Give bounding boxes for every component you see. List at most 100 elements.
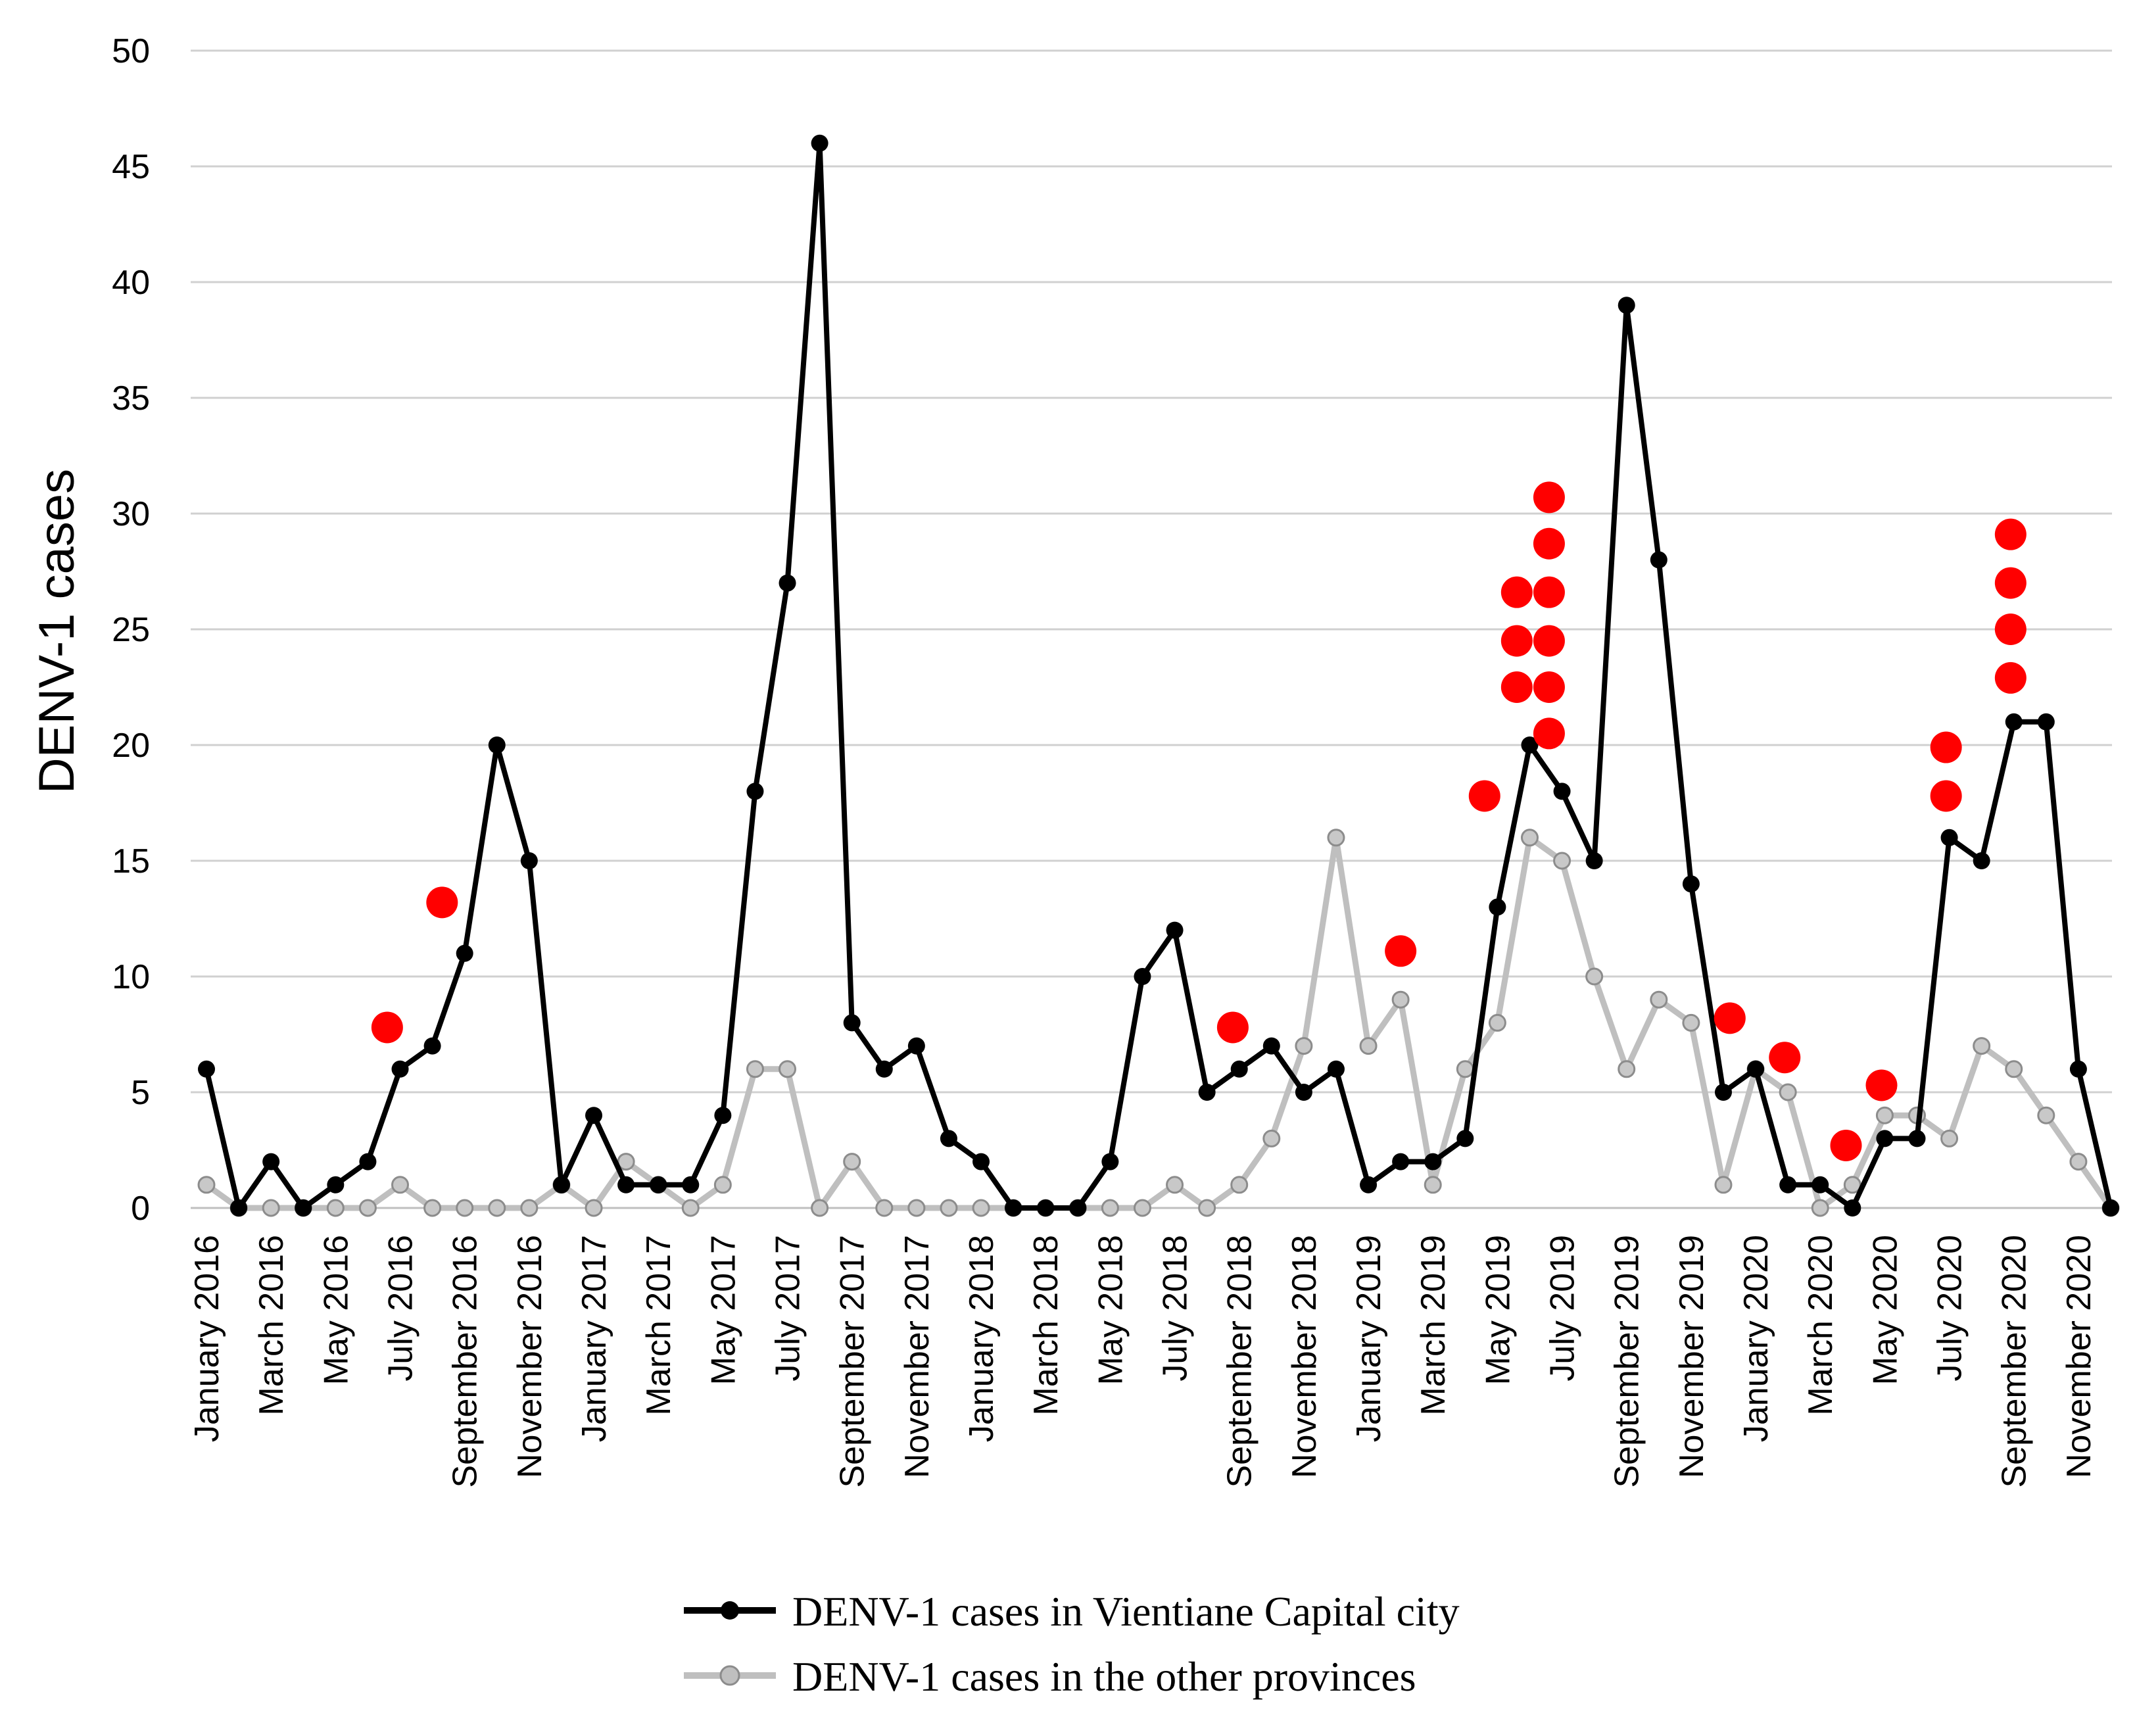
- red-marker: [1533, 625, 1565, 657]
- point-other-provinces: [1618, 1060, 1636, 1078]
- point-other-provinces: [940, 1199, 958, 1217]
- point-other-provinces: [907, 1199, 926, 1217]
- red-marker: [1994, 662, 2027, 694]
- point-vientiane: [1069, 1199, 1087, 1217]
- point-other-provinces: [713, 1176, 732, 1194]
- point-vientiane: [295, 1199, 312, 1217]
- point-vientiane: [198, 1060, 215, 1078]
- point-vientiane: [552, 1176, 570, 1194]
- x-tick-label: March 2018: [1027, 1235, 1065, 1416]
- point-vientiane: [1262, 1037, 1280, 1055]
- point-vientiane: [1295, 1084, 1312, 1101]
- point-vientiane: [1876, 1130, 1894, 1147]
- point-vientiane: [907, 1037, 925, 1055]
- legend-marker-other: [719, 1665, 740, 1686]
- point-vientiane: [2102, 1199, 2119, 1217]
- point-other-provinces: [1650, 990, 1668, 1009]
- red-marker: [1865, 1069, 1898, 1101]
- x-tick-label: March 2016: [252, 1235, 291, 1416]
- point-vientiane: [1811, 1176, 1829, 1194]
- point-vientiane: [1714, 1084, 1732, 1101]
- x-tick-label: March 2019: [1414, 1235, 1452, 1416]
- point-vientiane: [746, 783, 764, 800]
- point-vientiane: [779, 574, 796, 592]
- point-other-provinces: [262, 1199, 280, 1217]
- point-vientiane: [230, 1199, 248, 1217]
- point-other-provinces: [1811, 1199, 1829, 1217]
- point-vientiane: [1101, 1153, 1119, 1170]
- point-vientiane: [843, 1014, 861, 1032]
- point-vientiane: [456, 944, 473, 962]
- legend: DENV-1 cases in Vientiane Capital city D…: [684, 1588, 1460, 1700]
- point-vientiane: [262, 1153, 280, 1170]
- point-vientiane: [940, 1130, 957, 1147]
- point-vientiane: [1489, 898, 1506, 916]
- point-other-provinces: [811, 1199, 829, 1217]
- red-marker: [1769, 1042, 1801, 1074]
- point-other-provinces: [1714, 1176, 1733, 1194]
- point-vientiane: [1973, 852, 1990, 869]
- point-vientiane: [1585, 852, 1603, 869]
- point-other-provinces: [746, 1060, 764, 1078]
- red-marker: [1216, 1011, 1249, 1044]
- series-layer: [197, 134, 2120, 1217]
- point-vientiane: [972, 1153, 990, 1170]
- y-tick-label: 30: [112, 495, 150, 533]
- x-tick-label: May 2016: [317, 1235, 355, 1385]
- x-tick-label: May 2017: [704, 1235, 742, 1385]
- line-other-provinces: [203, 834, 2114, 1211]
- series-vientiane: [198, 134, 2119, 1217]
- point-other-provinces: [1230, 1176, 1249, 1194]
- point-other-provinces: [520, 1199, 539, 1217]
- point-other-provinces: [972, 1199, 990, 1217]
- y-tick-label: 50: [112, 32, 150, 70]
- red-markers: [371, 481, 2027, 1161]
- point-vientiane: [1747, 1060, 1765, 1078]
- red-marker: [371, 1011, 403, 1044]
- point-vientiane: [1844, 1199, 1861, 1217]
- point-vientiane: [714, 1107, 732, 1124]
- point-other-provinces: [843, 1153, 861, 1171]
- point-vientiane: [1618, 297, 1635, 314]
- point-other-provinces: [1101, 1199, 1119, 1217]
- x-tick-label: January 2016: [188, 1235, 226, 1442]
- point-other-provinces: [1940, 1129, 1959, 1147]
- legend-item-vientiane: DENV-1 cases in Vientiane Capital city: [684, 1588, 1460, 1635]
- point-vientiane: [1682, 875, 1700, 893]
- legend-item-other-provinces: DENV-1 cases in the other provinces: [684, 1653, 1416, 1700]
- red-marker: [1994, 518, 2027, 550]
- legend-label-other: DENV-1 cases in the other provinces: [792, 1653, 1416, 1700]
- red-marker: [1533, 671, 1565, 703]
- legend-label-vientiane: DENV-1 cases in Vientiane Capital city: [792, 1588, 1460, 1635]
- legend-marker-vientiane: [721, 1601, 739, 1620]
- point-other-provinces: [1585, 967, 1604, 986]
- point-other-provinces: [585, 1199, 603, 1217]
- x-tick-label: May 2019: [1479, 1235, 1517, 1385]
- y-tick-label: 10: [112, 958, 150, 996]
- point-vientiane: [1360, 1176, 1378, 1194]
- point-other-provinces: [1262, 1129, 1281, 1147]
- point-vientiane: [585, 1107, 603, 1124]
- point-vientiane: [650, 1176, 667, 1194]
- point-vientiane: [1134, 968, 1151, 985]
- point-vientiane: [488, 736, 506, 754]
- point-vientiane: [1198, 1084, 1216, 1101]
- red-marker: [1500, 576, 1533, 608]
- point-other-provinces: [1424, 1176, 1442, 1194]
- point-vientiane: [682, 1176, 700, 1194]
- y-tick-label: 15: [112, 842, 150, 880]
- x-tick-label: September 2019: [1608, 1235, 1646, 1488]
- y-tick-label: 25: [112, 611, 150, 649]
- point-vientiane: [1166, 921, 1184, 939]
- point-vientiane: [1908, 1130, 1926, 1147]
- point-vientiane: [1230, 1060, 1248, 1078]
- point-vientiane: [2069, 1060, 2087, 1078]
- point-other-provinces: [1456, 1060, 1474, 1078]
- x-tick-label: July 2017: [769, 1235, 807, 1382]
- point-other-provinces: [1973, 1037, 1991, 1055]
- y-tick-label: 35: [112, 379, 150, 418]
- red-marker: [1468, 780, 1500, 812]
- point-other-provinces: [1133, 1199, 1151, 1217]
- point-other-provinces: [197, 1176, 216, 1194]
